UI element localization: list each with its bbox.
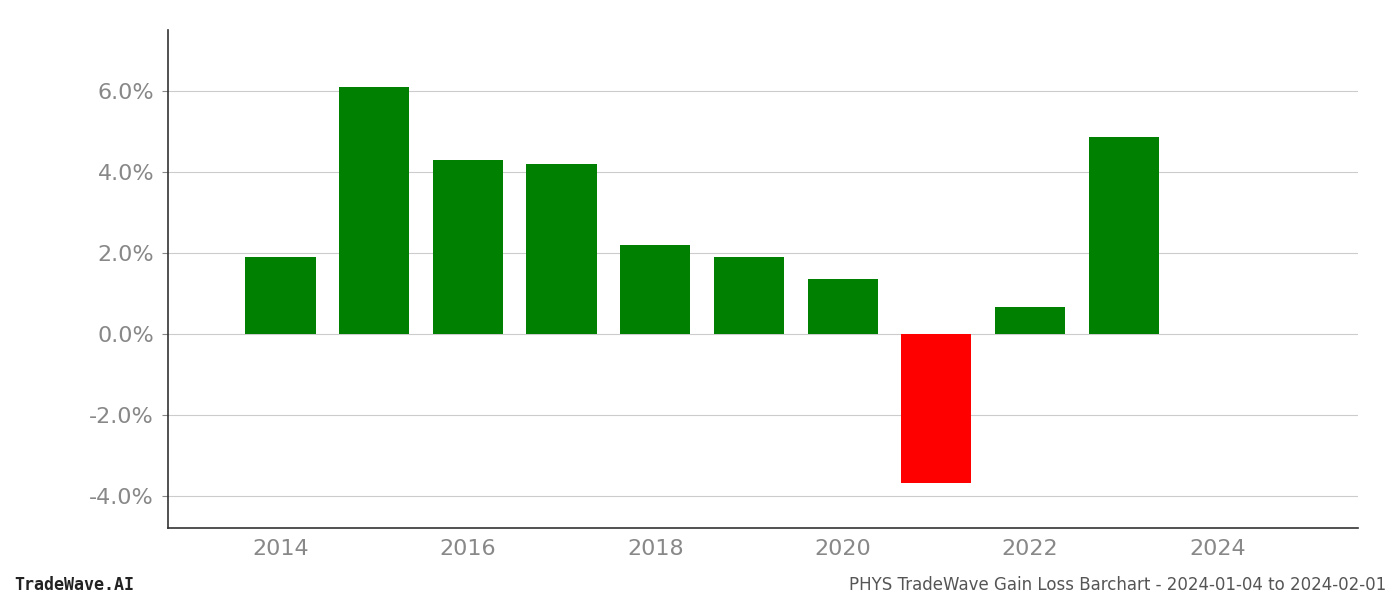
Bar [339,86,409,334]
Bar [433,160,503,334]
Bar [1089,137,1159,334]
Bar [808,279,878,334]
Bar [620,245,690,334]
Bar [245,257,315,334]
Bar [714,257,784,334]
Bar [902,334,972,484]
Text: PHYS TradeWave Gain Loss Barchart - 2024-01-04 to 2024-02-01: PHYS TradeWave Gain Loss Barchart - 2024… [848,576,1386,594]
Text: TradeWave.AI: TradeWave.AI [14,576,134,594]
Bar [526,164,596,334]
Bar [995,307,1065,334]
